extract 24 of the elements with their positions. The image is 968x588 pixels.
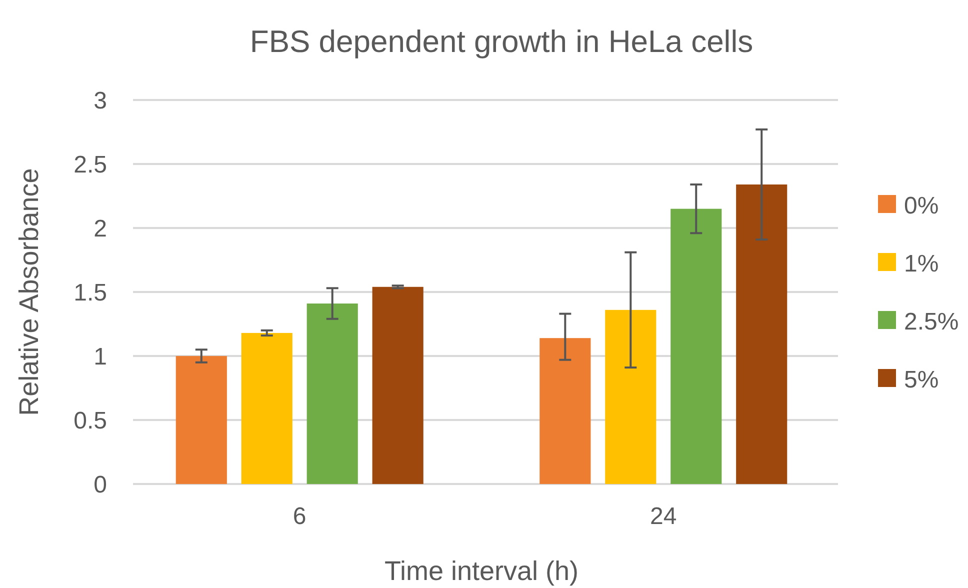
y-tick-label: 1 — [94, 343, 107, 370]
legend-label: 5% — [904, 366, 939, 394]
x-axis-title: Time interval (h) — [384, 556, 579, 586]
bar — [306, 304, 358, 484]
bar — [372, 286, 424, 484]
y-axis-title: Relative Absorbance — [14, 168, 44, 416]
y-tick-label: 2 — [94, 215, 107, 242]
chart-title: FBS dependent growth in HeLa cells — [250, 24, 754, 59]
bar — [176, 356, 227, 484]
bar — [241, 332, 292, 484]
x-tick-label: 24 — [650, 503, 677, 530]
legend-label: 1% — [904, 250, 939, 278]
y-tick-label: 3 — [94, 87, 107, 114]
x-tick-label: 6 — [292, 503, 306, 530]
legend-label: 2.5% — [904, 308, 959, 336]
bar — [670, 208, 722, 484]
y-tick-label: 0.5 — [74, 407, 107, 434]
y-tick-label: 2.5 — [74, 151, 107, 178]
bar — [736, 184, 788, 484]
bar — [605, 310, 656, 484]
y-tick-label: 1.5 — [74, 279, 107, 306]
y-tick-label: 0 — [94, 471, 107, 498]
legend-label: 0% — [904, 192, 939, 220]
bar — [540, 338, 591, 484]
